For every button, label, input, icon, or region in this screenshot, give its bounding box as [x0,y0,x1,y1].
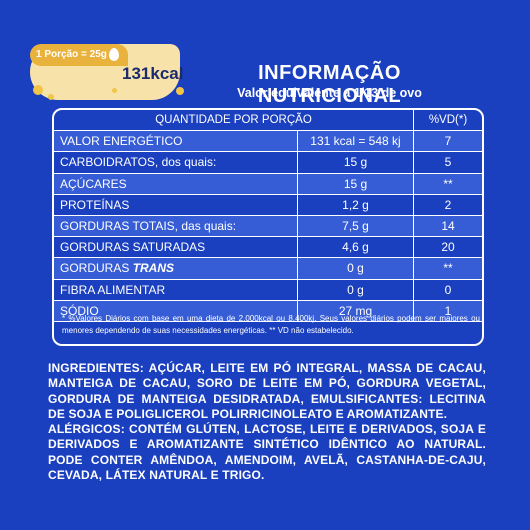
ingredients-text: INGREDIENTES: AÇÚCAR, LEITE EM PÓ INTEGR… [48,361,486,421]
row-amount: 15 g [297,151,414,174]
row-name: VALOR ENERGÉTICO [54,130,298,153]
table-footnote: * %Valores Diários com base em uma dieta… [62,314,480,335]
ingredients-block: INGREDIENTES: AÇÚCAR, LEITE EM PÓ INTEGR… [48,361,486,483]
row-name-suffix: TRANS [132,261,175,276]
row-name: GORDURAS SATURADAS [54,236,298,259]
row-name: GORDURAS [60,261,130,276]
table-row: GORDURAS TRANS 0 g ** [54,257,482,280]
table-header-row: QUANTIDADE POR PORÇÃO %VD(*) [54,110,482,132]
nutrition-table-panel: QUANTIDADE POR PORÇÃO %VD(*) VALOR ENERG… [52,108,484,346]
row-name: PROTEÍNAS [54,194,298,216]
decor-dot-3 [112,88,117,93]
row-amount: 27 mg [297,300,414,322]
decor-dot-2 [48,94,54,100]
row-name: SÓDIO [54,300,298,322]
table-row: FIBRA ALIMENTAR 0 g 0 [54,279,482,301]
page-subtitle: Valor equivalente a 1/13 de ovo [237,86,422,100]
row-name: FIBRA ALIMENTAR [54,279,298,301]
row-amount: 0 g [297,279,414,301]
row-amount: 1,2 g [297,194,414,216]
row-vd: 2 [413,194,482,216]
row-name: AÇÚCARES [54,173,298,195]
egg-icon [109,48,119,61]
kcal-value: 131kcal [122,64,184,83]
row-name-cell: GORDURAS TRANS [54,257,298,280]
row-vd: 20 [413,236,482,259]
portion-label-bg [30,44,128,66]
header-vd: %VD(*) [413,110,482,132]
table-row: GORDURAS SATURADAS 4,6 g 20 [54,236,482,259]
row-amount: 4,6 g [297,236,414,259]
row-vd: 0 [413,279,482,301]
row-amount: 131 kcal = 548 kj [297,130,414,153]
row-vd: 7 [413,130,482,153]
table-row: GORDURAS TOTAIS, das quais: 7,5 g 14 [54,215,482,238]
table-row: SÓDIO 27 mg 1 [54,300,482,322]
row-vd: 14 [413,215,482,238]
portion-label: 1 Porção = 25g [36,49,107,60]
row-vd: ** [413,257,482,280]
table-row: AÇÚCARES 15 g ** [54,173,482,195]
allergens-text: ALÉRGICOS: CONTÉM GLÚTEN, LACTOSE, LEITE… [48,422,486,483]
table-row: VALOR ENERGÉTICO 131 kcal = 548 kj 7 [54,130,482,153]
header-portion: QUANTIDADE POR PORÇÃO [54,110,414,132]
page-title: INFORMAÇÃO NUTRICIONAL [257,62,402,107]
row-amount: 7,5 g [297,215,414,238]
row-vd: 1 [413,300,482,322]
row-amount: 15 g [297,173,414,195]
nutrition-table: QUANTIDADE POR PORÇÃO %VD(*) VALOR ENERG… [54,110,482,322]
row-name: GORDURAS TOTAIS, das quais: [54,215,298,238]
row-vd: ** [413,173,482,195]
decor-dot-1 [33,85,43,95]
row-amount: 0 g [297,257,414,280]
table-row: CARBOIDRATOS, dos quais: 15 g 5 [54,151,482,174]
row-name: CARBOIDRATOS, dos quais: [54,151,298,174]
table-row: PROTEÍNAS 1,2 g 2 [54,194,482,216]
row-vd: 5 [413,151,482,174]
decor-dot-4 [176,87,184,95]
